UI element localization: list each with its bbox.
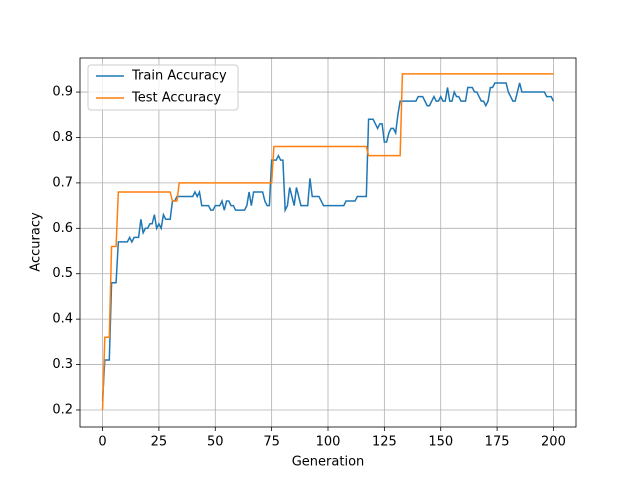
x-tick-label: 50 (207, 435, 224, 450)
x-axis-label: Generation (292, 455, 365, 470)
y-tick-label: 0.8 (52, 130, 73, 145)
x-tick-label: 75 (263, 435, 280, 450)
legend-label: Test Accuracy (131, 91, 221, 106)
x-tick-label: 150 (428, 435, 453, 450)
legend-box (87, 64, 239, 111)
x-tick-label: 0 (98, 435, 106, 450)
y-tick-label: 0.2 (52, 402, 73, 417)
x-tick-label: 175 (485, 435, 510, 450)
x-tick-label: 200 (541, 435, 566, 450)
y-axis-label: Accuracy (29, 212, 44, 272)
x-tick-label: 100 (316, 435, 341, 450)
y-tick-label: 0.7 (52, 175, 73, 190)
x-tick-label: 25 (151, 435, 168, 450)
y-tick-label: 0.9 (52, 85, 73, 100)
y-tick-label: 0.4 (52, 312, 73, 327)
y-tick-label: 0.3 (52, 357, 73, 372)
y-tick-label: 0.6 (52, 221, 73, 236)
legend-label: Train Accuracy (131, 69, 227, 84)
x-tick-label: 125 (372, 435, 397, 450)
y-tick-label: 0.5 (52, 266, 73, 281)
axes-frame (79, 57, 577, 428)
line-series (101, 73, 554, 410)
